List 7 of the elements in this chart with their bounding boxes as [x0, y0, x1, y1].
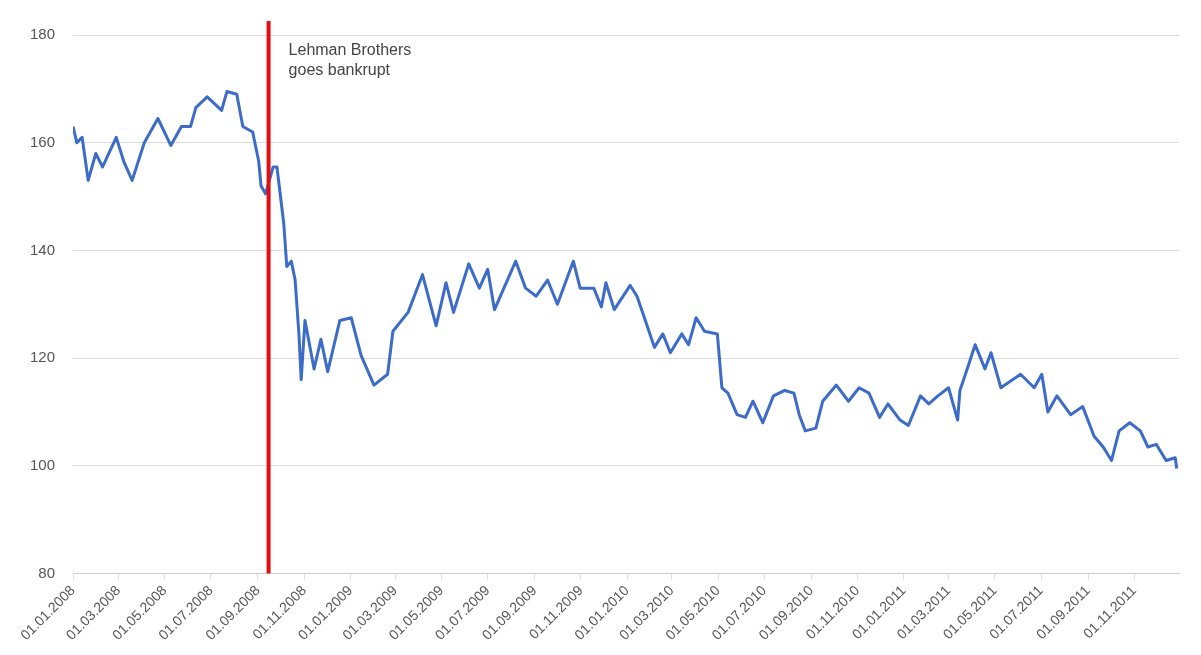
y-tick-label: 120	[30, 348, 56, 366]
ref-line-label: Lehman Brothers goes bankrupt	[288, 41, 412, 79]
y-tick-label: 160	[30, 132, 56, 150]
y-tick-label: 80	[38, 563, 56, 581]
y-tick-label: 140	[30, 240, 56, 258]
y-tick-label: 100	[30, 456, 56, 473]
y-tick-label: 180	[30, 25, 56, 43]
